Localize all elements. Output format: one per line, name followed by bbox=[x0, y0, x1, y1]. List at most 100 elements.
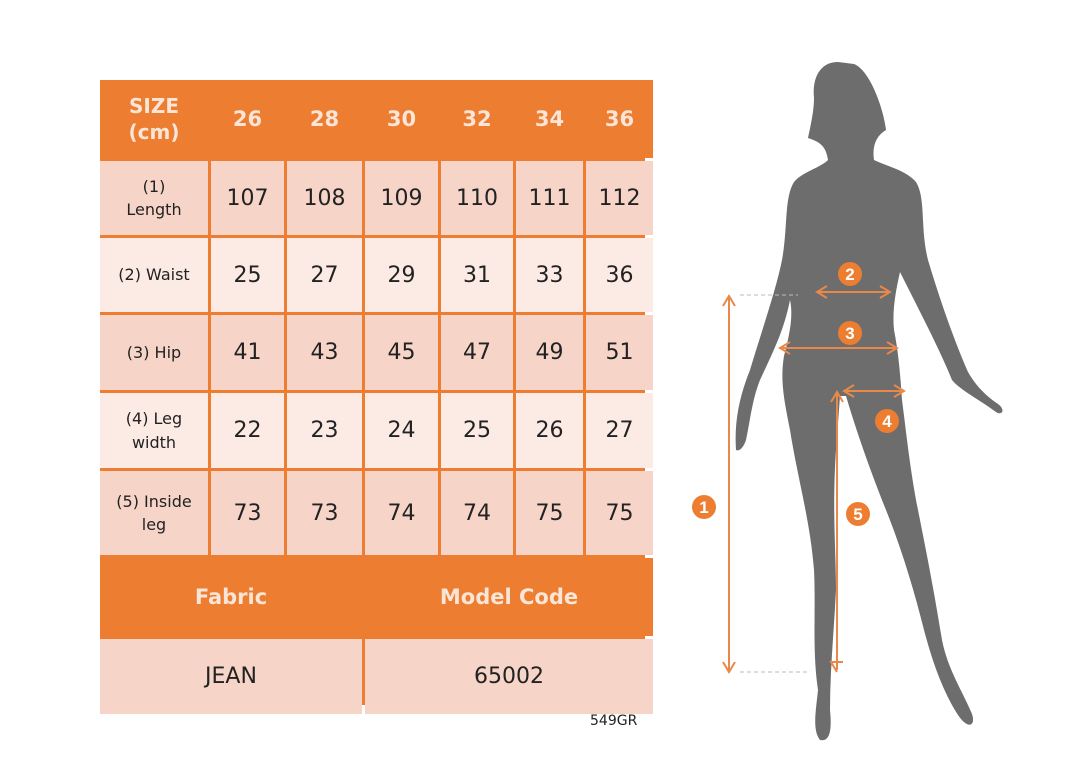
marker-1: 1 bbox=[699, 498, 708, 517]
measurement-value: 25 bbox=[441, 393, 513, 468]
measurement-value: 112 bbox=[586, 161, 653, 235]
row-label: (1) Length bbox=[100, 161, 208, 235]
header-size-36-text: 36 bbox=[604, 107, 635, 131]
marker-5: 5 bbox=[853, 505, 862, 524]
measurement-value-text: 25 bbox=[463, 418, 491, 443]
row-label: (4) Leg width bbox=[100, 393, 208, 468]
measurement-value: 33 bbox=[516, 238, 583, 312]
model-code-header: Model Code bbox=[365, 558, 653, 636]
header-size-label-text: (cm) bbox=[128, 120, 180, 144]
measurement-value-text: 51 bbox=[605, 340, 634, 365]
measurement-value-text: 109 bbox=[380, 185, 423, 211]
fabric-value: JEAN bbox=[100, 639, 362, 714]
measurement-value: 27 bbox=[586, 393, 653, 468]
row-label: (2) Waist bbox=[100, 238, 208, 312]
header-size-26-text: 26 bbox=[232, 107, 263, 131]
row-label: (5) Inside leg bbox=[100, 471, 208, 555]
measurement-value-text: 73 bbox=[233, 500, 262, 526]
header-size-34: 34 bbox=[516, 80, 583, 158]
marker-2: 2 bbox=[845, 265, 854, 284]
marker-4: 4 bbox=[882, 412, 892, 431]
row-label-text: Length bbox=[126, 200, 182, 219]
measurement-value: 41 bbox=[211, 315, 284, 390]
model-code-value: 65002 bbox=[365, 639, 653, 714]
row-label-text: (5) Inside bbox=[116, 491, 192, 511]
row-label: (3) Hip bbox=[100, 315, 208, 390]
header-size-30: 30 bbox=[365, 80, 438, 158]
header-size-label-text: SIZE bbox=[128, 94, 179, 118]
measurement-value: 74 bbox=[365, 471, 438, 555]
measurement-value-text: 27 bbox=[310, 262, 339, 288]
fabric-header-text: Fabric bbox=[194, 585, 268, 609]
measurement-value-text: 26 bbox=[535, 418, 564, 443]
measurement-value-text: 29 bbox=[387, 262, 416, 288]
measurement-value: 49 bbox=[516, 315, 583, 390]
header-size-36: 36 bbox=[586, 80, 653, 158]
measurement-value: 108 bbox=[287, 161, 362, 235]
row-label-text: (1) bbox=[142, 176, 166, 196]
row-label-text: (4) Leg bbox=[125, 409, 183, 429]
header-size-34-text: 34 bbox=[534, 107, 565, 131]
measurement-value: 31 bbox=[441, 238, 513, 312]
measurement-value-text: 45 bbox=[387, 340, 416, 365]
fabric-value-text: JEAN bbox=[205, 664, 257, 689]
measurement-value: 25 bbox=[211, 238, 284, 312]
measurement-value: 23 bbox=[287, 393, 362, 468]
size-chart-table: SIZE (cm) 26 28 30 32 34 36 (1) Length 107 108 109 11… bbox=[100, 80, 653, 714]
measurement-value-text: 43 bbox=[310, 340, 339, 365]
measurement-value-text: 112 bbox=[598, 185, 641, 211]
measurement-markers: 1 2 3 4 5 bbox=[692, 262, 899, 526]
row-label-text: (3) Hip bbox=[126, 342, 182, 362]
header-size-32-text: 32 bbox=[462, 107, 492, 131]
measurement-value-text: 75 bbox=[605, 500, 634, 526]
measurement-arrows bbox=[722, 285, 906, 674]
header-size-32: 32 bbox=[441, 80, 513, 158]
measurement-value-text: 107 bbox=[226, 185, 269, 211]
measurement-value: 73 bbox=[211, 471, 284, 555]
measurement-value: 51 bbox=[586, 315, 653, 390]
measurement-value-text: 74 bbox=[463, 500, 491, 526]
model-code-header-text: Model Code bbox=[439, 585, 579, 609]
measurement-value-text: 74 bbox=[387, 500, 416, 526]
header-size-26: 26 bbox=[211, 80, 284, 158]
measurement-value: 110 bbox=[441, 161, 513, 235]
measurement-value: 24 bbox=[365, 393, 438, 468]
measurement-value: 111 bbox=[516, 161, 583, 235]
measurement-value: 73 bbox=[287, 471, 362, 555]
measurement-value-text: 31 bbox=[463, 262, 491, 288]
measurement-value-text: 49 bbox=[535, 340, 564, 365]
measurement-value: 36 bbox=[586, 238, 653, 312]
product-code: 549GR bbox=[590, 713, 638, 729]
measurement-value: 109 bbox=[365, 161, 438, 235]
measurement-value-text: 25 bbox=[233, 262, 262, 288]
header-size-28-text: 28 bbox=[309, 107, 340, 131]
row-label-text: (2) Waist bbox=[118, 265, 190, 285]
header-size-30-text: 30 bbox=[386, 107, 417, 131]
measurement-value: 27 bbox=[287, 238, 362, 312]
header-size-28: 28 bbox=[287, 80, 362, 158]
measurement-value: 45 bbox=[365, 315, 438, 390]
measurement-value-text: 75 bbox=[535, 500, 564, 526]
measurement-value-text: 110 bbox=[456, 185, 498, 211]
measurement-value: 22 bbox=[211, 393, 284, 468]
measurement-value-text: 24 bbox=[387, 418, 416, 443]
fabric-header: Fabric bbox=[100, 558, 362, 636]
female-silhouette bbox=[735, 62, 1003, 741]
body-measurement-figure: 1 2 3 4 5 bbox=[692, 62, 1003, 741]
reference-lines bbox=[740, 294, 808, 673]
measurement-value: 29 bbox=[365, 238, 438, 312]
measurement-value-text: 73 bbox=[310, 500, 339, 526]
measurement-value: 74 bbox=[441, 471, 513, 555]
measurement-value-text: 33 bbox=[535, 262, 564, 288]
measurement-value: 47 bbox=[441, 315, 513, 390]
measurement-value: 26 bbox=[516, 393, 583, 468]
measurement-value: 75 bbox=[516, 471, 583, 555]
measurement-value-text: 27 bbox=[605, 418, 634, 443]
header-size-label: SIZE (cm) bbox=[100, 80, 208, 158]
measurement-value: 107 bbox=[211, 161, 284, 235]
measurement-value-text: 23 bbox=[310, 418, 339, 443]
marker-3: 3 bbox=[845, 324, 854, 343]
measurement-value: 75 bbox=[586, 471, 653, 555]
measurement-value-text: 41 bbox=[233, 340, 262, 365]
measurement-value-text: 47 bbox=[463, 340, 491, 365]
